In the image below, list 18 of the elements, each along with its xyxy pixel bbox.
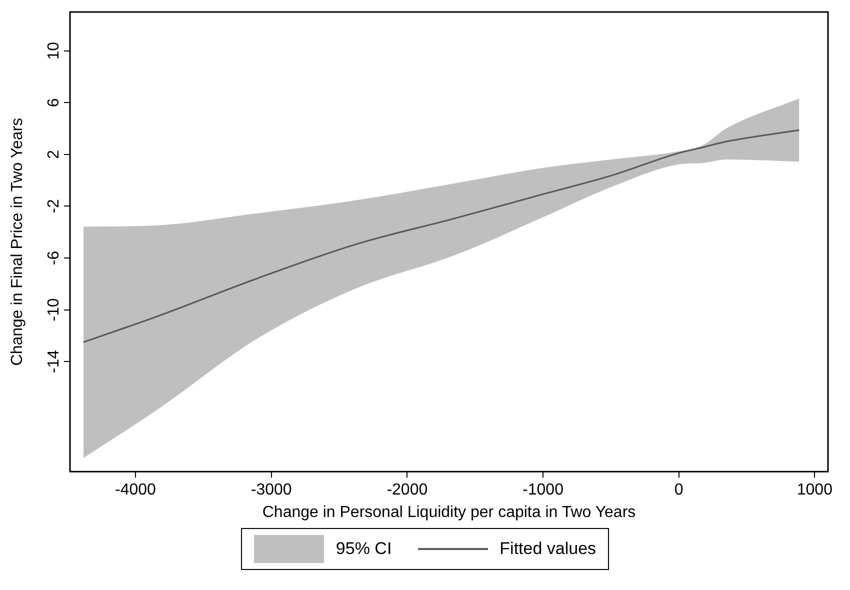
x-tick-label: -1000: [522, 482, 564, 499]
x-tick-label: 1000: [796, 482, 833, 499]
x-tick-label: -3000: [250, 482, 292, 499]
x-tick-label: -4000: [115, 482, 156, 499]
y-tick-label: -10: [45, 298, 62, 322]
y-tick-label: -2: [45, 198, 62, 214]
y-tick-label: 10: [45, 42, 62, 60]
x-tick-label: -2000: [386, 482, 428, 499]
y-tick-label: -14: [45, 350, 62, 374]
y-axis-title: Change in Final Price in Two Years: [9, 118, 26, 366]
y-tick-label: -6: [45, 250, 62, 266]
x-tick-label: 0: [674, 482, 684, 499]
text: 95% CI: [336, 539, 392, 559]
y-tick-label: 6: [45, 98, 62, 108]
legend-label: Fitted values: [500, 539, 596, 559]
line-series: [82, 129, 800, 343]
y-tick-label: 2: [45, 150, 62, 159]
x-axis-title: Change in Personal Liquidity per capita in Two Years: [262, 504, 636, 521]
